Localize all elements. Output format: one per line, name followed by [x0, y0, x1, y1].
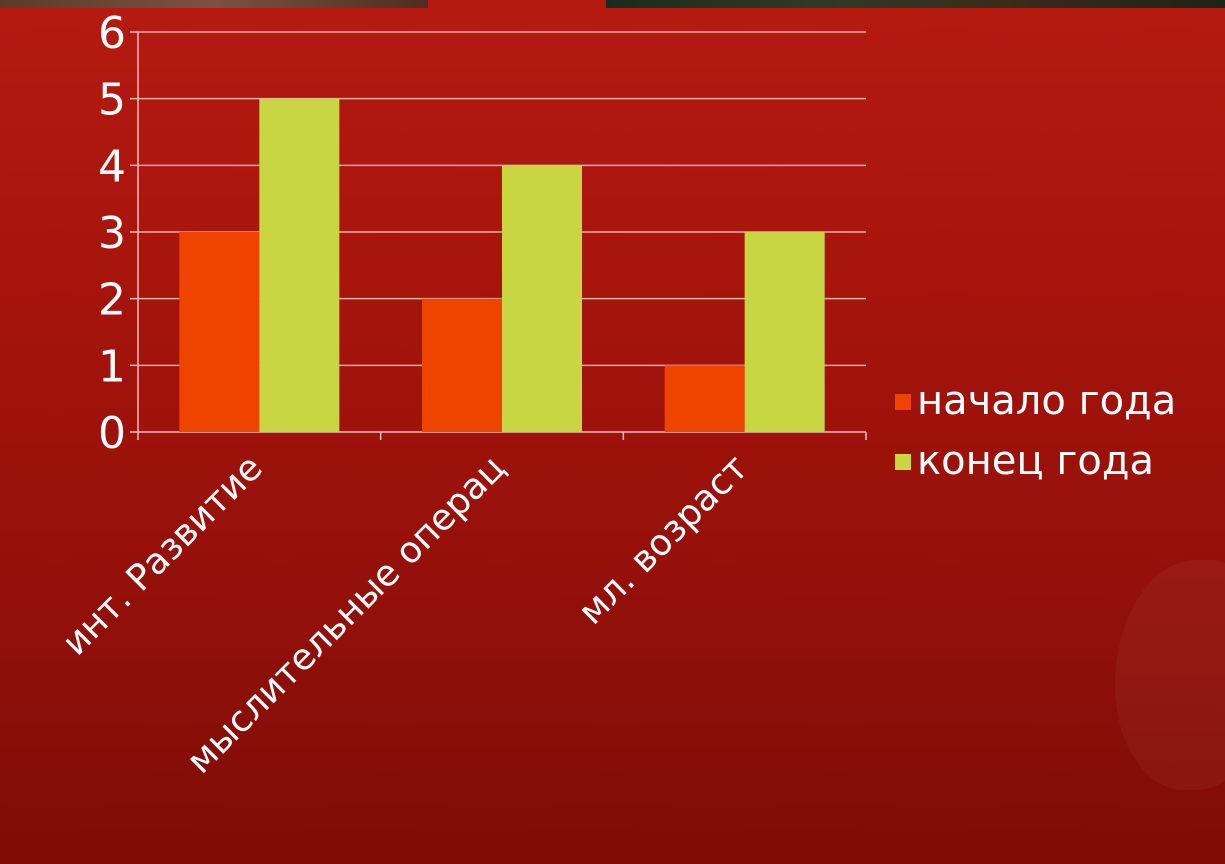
bar-start-1	[422, 298, 502, 432]
y-tick-labels: 0 1 2 3 4 5 6	[98, 8, 126, 459]
y-tick-label: 3	[98, 208, 126, 259]
y-tick-label: 1	[98, 341, 126, 392]
bar-start-0	[179, 232, 260, 432]
legend: начало года конец года	[895, 378, 1176, 484]
bar-end-1	[502, 165, 582, 433]
bar-end-0	[259, 98, 340, 433]
y-tick-label: 6	[98, 8, 126, 59]
legend-swatch	[895, 394, 911, 410]
category-label: инт. Развитие	[54, 447, 270, 663]
legend-label: начало года	[917, 378, 1176, 424]
legend-label: конец года	[917, 438, 1154, 484]
y-tick-label: 2	[98, 275, 126, 326]
y-tick-label: 4	[98, 141, 126, 192]
y-tick-label: 5	[98, 75, 126, 126]
photo-strip-left	[0, 0, 428, 8]
bars	[179, 98, 825, 433]
photo-strip-right	[606, 0, 1225, 8]
y-tick-label: 0	[98, 408, 126, 459]
bar-end-2	[744, 232, 825, 432]
bar-start-2	[664, 365, 745, 432]
legend-swatch	[895, 454, 911, 470]
category-label: мл. возраст	[571, 447, 756, 632]
